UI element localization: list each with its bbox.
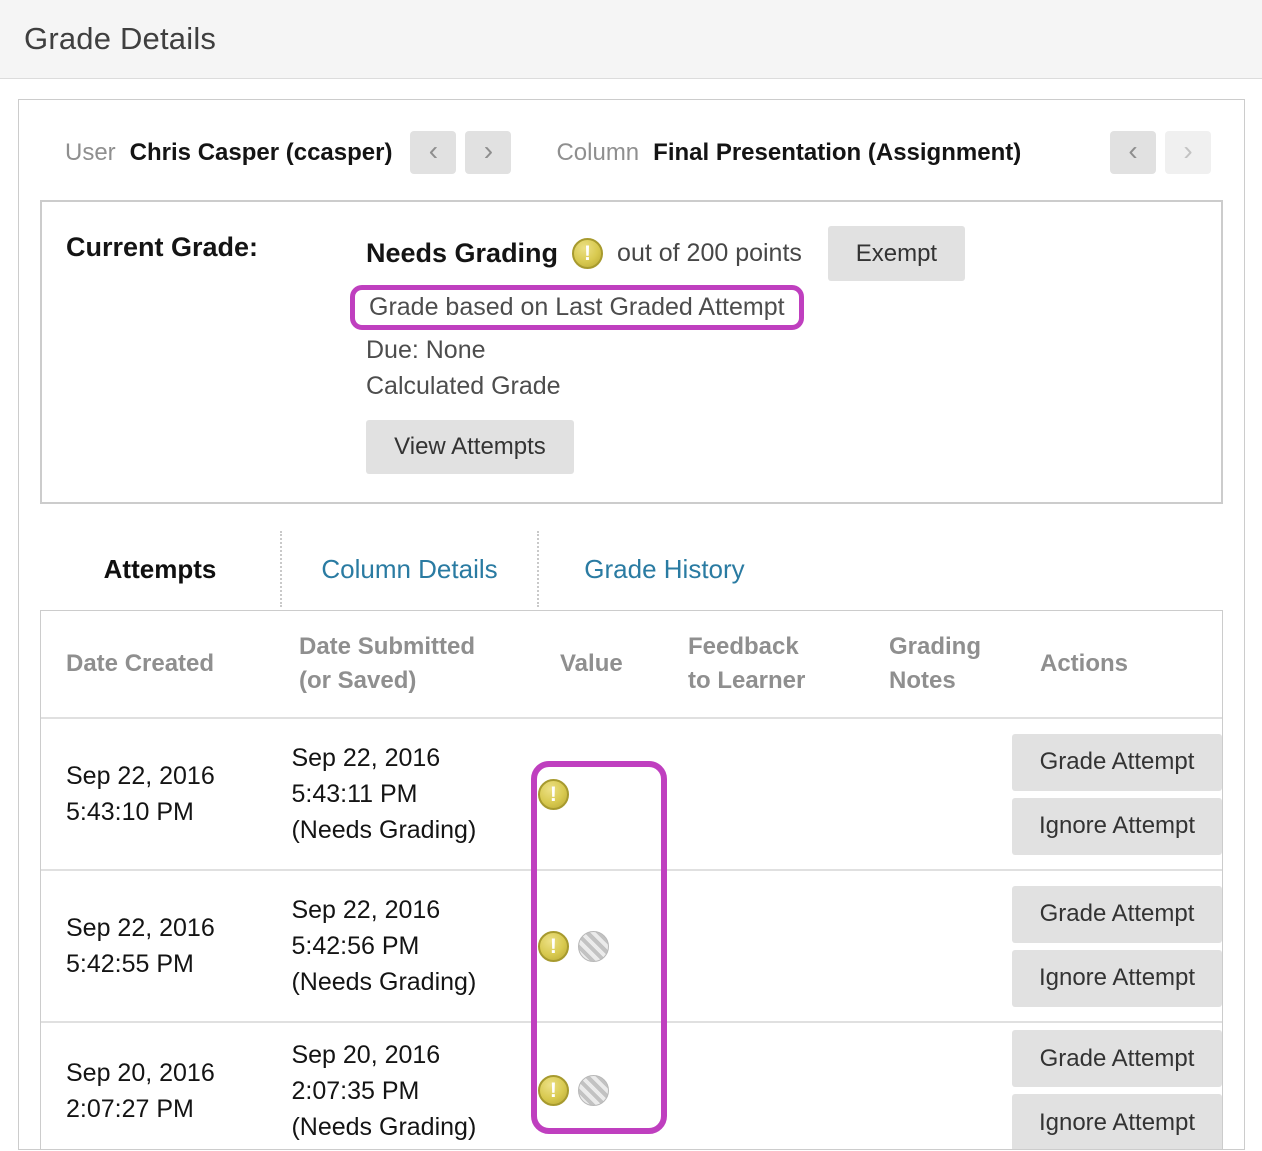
view-attempts-button[interactable]: View Attempts <box>366 420 574 474</box>
tab-attempts[interactable]: Attempts <box>103 553 217 584</box>
exclamation-mark: ! <box>549 782 557 806</box>
user-name: Chris Casper (ccasper) <box>129 138 393 166</box>
table-row: Sep 22, 2016 5:43:10 PM Sep 22, 2016 5:43:… <box>41 717 1222 869</box>
exclamation-mark: ! <box>584 242 592 265</box>
date-created-cell: Sep 20, 2016 2:07:27 PM <box>66 1058 215 1123</box>
needs-grading-icon: ! <box>537 930 569 962</box>
header-feedback: Feedback to Learner <box>688 633 806 694</box>
grade-type-text: Calculated Grade <box>366 372 561 400</box>
user-label: User <box>65 138 116 166</box>
due-date-text: Due: None <box>366 336 486 364</box>
grade-basis-note-highlighted: Grade based on Last Graded Attempt <box>350 285 804 330</box>
column-label: Column <box>556 138 640 166</box>
needs-grading-icon: ! <box>537 1075 569 1106</box>
ignore-attempt-button[interactable]: Ignore Attempt <box>1012 797 1222 855</box>
table-header-row: Date Created Date Submitted (or Saved) Va… <box>41 611 1222 717</box>
table-row: Sep 20, 2016 2:07:27 PM Sep 20, 2016 2:07:… <box>41 1021 1222 1149</box>
ignored-icon <box>577 1075 609 1106</box>
header-actions: Actions <box>1040 650 1129 677</box>
tab-grade-history[interactable]: Grade History <box>537 531 790 607</box>
exclamation-mark: ! <box>549 934 557 958</box>
attempts-table: Date Created Date Submitted (or Saved) Va… <box>40 610 1223 1149</box>
tab-bar: Attempts Column Details Grade History <box>40 531 1223 607</box>
entity-navigator: User Chris Casper (ccasper) ‹ › Column F… <box>65 131 1220 174</box>
chevron-left-icon: ‹ <box>1128 134 1138 166</box>
grade-details-panel: User Chris Casper (ccasper) ‹ › Column F… <box>18 99 1245 1150</box>
next-user-button[interactable]: › <box>465 131 512 174</box>
tab-column-details[interactable]: Column Details <box>280 531 537 607</box>
needs-grading-icon: ! <box>537 778 569 810</box>
date-submitted-cell: Sep 20, 2016 2:07:35 PM (Needs Grading) <box>291 1040 477 1141</box>
previous-column-button[interactable]: ‹ <box>1110 131 1156 174</box>
header-value: Value <box>560 650 623 677</box>
header-grading-notes: Grading Notes <box>889 633 982 694</box>
actions-cell: Grade Attempt Ignore Attempt <box>968 879 1222 1014</box>
exclamation-mark: ! <box>549 1079 557 1102</box>
grade-status: Needs Grading <box>366 238 559 268</box>
chevron-right-icon: › <box>483 134 494 166</box>
header-date-created: Date Created <box>66 650 215 677</box>
page-title: Grade Details <box>24 21 217 56</box>
date-created-cell: Sep 22, 2016 5:42:55 PM <box>66 914 215 978</box>
grade-status-line: Needs Grading ! out of 200 points Exempt <box>366 226 1197 281</box>
value-cell: ! <box>496 1075 628 1106</box>
ignore-attempt-button[interactable]: Ignore Attempt <box>1012 1094 1222 1149</box>
current-grade-panel: Current Grade: Needs Grading ! out of 20… <box>40 200 1223 504</box>
value-cell: ! <box>496 930 628 962</box>
ignore-attempt-button[interactable]: Ignore Attempt <box>1012 949 1222 1007</box>
points-possible-text: out of 200 points <box>617 239 802 267</box>
grade-attempt-button[interactable]: Grade Attempt <box>1012 885 1222 943</box>
date-submitted-cell: Sep 22, 2016 5:43:11 PM (Needs Grading) <box>291 744 477 844</box>
previous-user-button[interactable]: ‹ <box>410 131 457 174</box>
exempt-button[interactable]: Exempt <box>827 226 965 281</box>
header-date-submitted: Date Submitted (or Saved) <box>299 633 476 694</box>
actions-cell: Grade Attempt Ignore Attempt <box>968 1023 1222 1149</box>
actions-cell: Grade Attempt Ignore Attempt <box>968 727 1222 862</box>
column-name: Final Presentation (Assignment) <box>653 138 1022 166</box>
date-created-cell: Sep 22, 2016 5:43:10 PM <box>66 762 215 826</box>
date-submitted-cell: Sep 22, 2016 5:42:56 PM (Needs Grading) <box>291 896 477 996</box>
table-row: Sep 22, 2016 5:42:55 PM Sep 22, 2016 5:42:… <box>41 869 1222 1021</box>
chevron-right-icon: › <box>1183 134 1193 166</box>
ignored-icon <box>577 930 609 962</box>
current-grade-label: Current Grade: <box>66 232 259 262</box>
page-header: Grade Details <box>0 0 1262 79</box>
next-column-button[interactable]: › <box>1165 131 1211 174</box>
chevron-left-icon: ‹ <box>428 134 439 166</box>
grade-attempt-button[interactable]: Grade Attempt <box>1012 1030 1222 1087</box>
grade-attempt-button[interactable]: Grade Attempt <box>1012 733 1222 791</box>
value-cell: ! <box>496 778 628 810</box>
needs-grading-icon: ! <box>572 238 604 269</box>
